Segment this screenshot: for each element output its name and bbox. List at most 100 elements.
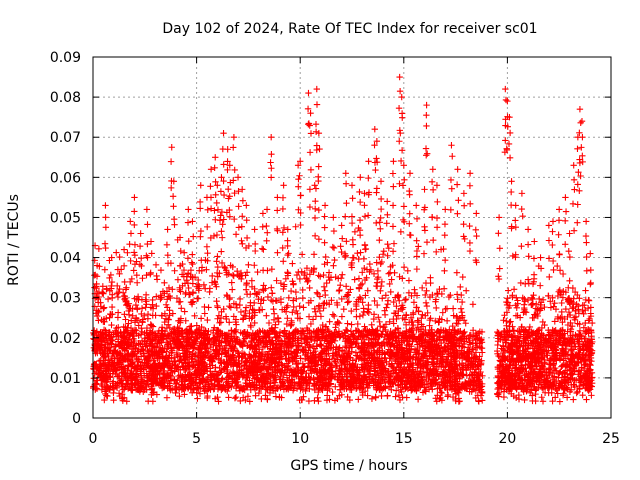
data-point bbox=[326, 276, 333, 284]
data-point bbox=[418, 284, 426, 292]
data-point bbox=[559, 319, 566, 326]
data-point bbox=[418, 315, 425, 322]
data-point bbox=[270, 310, 278, 317]
data-point bbox=[570, 396, 577, 403]
data-point bbox=[342, 283, 350, 290]
data-point bbox=[182, 317, 189, 324]
data-point bbox=[206, 285, 214, 292]
data-point bbox=[289, 309, 296, 316]
data-point bbox=[226, 319, 233, 326]
data-point bbox=[282, 275, 290, 282]
data-point bbox=[242, 307, 249, 315]
data-point bbox=[423, 302, 431, 310]
data-point bbox=[264, 396, 271, 403]
data-point bbox=[274, 362, 282, 369]
data-point bbox=[353, 313, 360, 320]
data-point bbox=[455, 389, 463, 397]
data-point bbox=[588, 392, 595, 399]
data-point bbox=[359, 299, 366, 306]
data-point bbox=[320, 300, 327, 308]
data-point bbox=[347, 286, 354, 293]
data-point bbox=[440, 347, 448, 355]
data-point bbox=[242, 304, 250, 311]
data-point bbox=[237, 308, 245, 316]
data-point bbox=[303, 264, 311, 272]
data-point bbox=[186, 377, 193, 385]
data-point bbox=[284, 315, 291, 322]
data-points bbox=[90, 73, 596, 405]
data-point bbox=[383, 358, 390, 366]
data-point bbox=[330, 312, 338, 320]
data-point bbox=[457, 283, 464, 291]
data-point bbox=[149, 398, 157, 405]
data-point bbox=[467, 362, 475, 369]
data-point bbox=[348, 321, 355, 328]
data-point bbox=[139, 319, 146, 326]
data-point bbox=[263, 312, 270, 319]
data-point bbox=[280, 329, 287, 337]
data-point bbox=[108, 303, 116, 311]
data-point bbox=[561, 384, 569, 391]
data-point bbox=[429, 386, 436, 393]
data-point bbox=[133, 330, 140, 337]
data-point bbox=[574, 302, 582, 310]
data-point bbox=[306, 284, 313, 292]
data-point bbox=[208, 279, 216, 286]
data-point bbox=[115, 390, 123, 397]
data-point bbox=[214, 394, 221, 401]
data-point bbox=[134, 293, 142, 300]
data-point bbox=[309, 354, 316, 361]
data-point bbox=[458, 291, 465, 299]
data-point bbox=[368, 395, 376, 403]
data-point bbox=[268, 296, 275, 304]
data-point bbox=[354, 249, 361, 257]
data-point bbox=[326, 318, 333, 325]
data-point bbox=[535, 381, 543, 388]
data-point bbox=[172, 389, 179, 397]
data-point bbox=[129, 351, 136, 359]
data-point bbox=[141, 312, 148, 319]
data-point bbox=[374, 267, 382, 275]
data-point bbox=[566, 388, 574, 396]
data-point bbox=[150, 357, 157, 364]
data-point bbox=[295, 268, 302, 276]
data-point bbox=[458, 298, 466, 306]
data-point bbox=[268, 290, 276, 297]
data-point bbox=[322, 291, 329, 299]
data-point bbox=[551, 373, 558, 380]
data-point bbox=[509, 323, 516, 330]
data-point bbox=[113, 290, 121, 297]
data-point bbox=[529, 295, 536, 303]
data-point bbox=[573, 389, 580, 397]
data-point bbox=[453, 313, 460, 320]
data-point bbox=[287, 343, 295, 351]
data-point bbox=[306, 271, 314, 278]
data-point bbox=[161, 279, 168, 286]
data-point bbox=[315, 236, 323, 243]
data-point bbox=[453, 269, 461, 276]
data-point bbox=[183, 277, 190, 284]
data-point bbox=[213, 283, 220, 290]
data-point bbox=[579, 302, 586, 309]
data-point bbox=[191, 312, 198, 320]
data-point bbox=[106, 314, 113, 321]
data-point bbox=[149, 312, 156, 319]
data-point bbox=[272, 321, 279, 328]
data-point bbox=[390, 309, 398, 317]
data-point bbox=[415, 308, 422, 315]
data-point bbox=[495, 329, 502, 337]
data-point bbox=[402, 311, 410, 318]
data-point bbox=[576, 382, 583, 390]
data-point bbox=[355, 285, 363, 292]
data-point bbox=[312, 308, 319, 315]
data-point bbox=[218, 259, 226, 267]
data-point bbox=[382, 292, 390, 299]
data-point bbox=[214, 273, 221, 280]
data-point bbox=[469, 327, 477, 334]
data-point bbox=[438, 389, 446, 397]
data-point bbox=[323, 279, 330, 287]
data-point bbox=[227, 262, 234, 269]
data-point bbox=[336, 392, 343, 399]
data-point bbox=[285, 294, 293, 301]
data-point bbox=[251, 319, 258, 327]
